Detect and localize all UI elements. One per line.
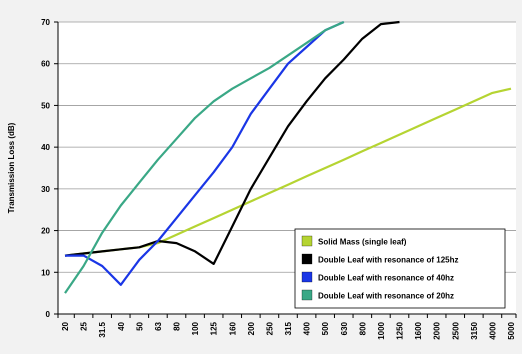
x-tick-label: 31.5 [98,321,107,337]
x-tick-label: 1000 [377,321,386,339]
y-tick-label: 40 [41,143,50,152]
y-tick-label: 0 [46,310,51,319]
x-tick-label: 250 [265,321,274,335]
x-tick-label: 800 [358,321,367,335]
x-tick-label: 200 [247,321,256,335]
series-lines [64,20,512,294]
x-tick-label: 125 [210,321,219,335]
x-tick-label: 5000 [507,321,516,339]
axes [57,22,516,315]
legend-swatch [301,235,313,247]
x-tick-label: 1250 [396,321,405,339]
y-tick-label: 60 [41,60,50,69]
series-line-4 [64,20,345,294]
y-tick-labels: 0 10 20 30 40 50 60 70 [41,18,58,319]
x-tick-label: 2500 [451,321,460,339]
y-tick-label: 20 [41,227,50,236]
x-tick-label: 4000 [488,321,497,339]
legend-label: Double Leaf with resonance of 40hz [318,274,454,283]
x-tick-label: 160 [228,321,237,335]
legend-label: Solid Mass (single leaf) [318,238,407,247]
y-axis-label: Transmission Loss (dB) [7,122,16,213]
legend-swatch [301,253,313,265]
series-line-2 [64,20,400,265]
x-tick-label: 3150 [470,321,479,339]
x-tick-label: 80 [173,321,182,330]
x-tick-label: 500 [321,321,330,335]
y-tick-label: 70 [41,18,50,27]
x-tick-label: 1600 [414,321,423,339]
x-tick-labels: 20 25 31.5 40 50 63 80 100 125 160 200 250 315 400 500… [57,314,517,340]
x-tick-label: 400 [303,321,312,335]
legend-swatch [301,271,313,283]
x-tick-label: 20 [61,321,70,330]
x-tick-label: 40 [117,321,126,330]
x-tick-label: 630 [340,321,349,335]
x-tick-label: 100 [191,321,200,335]
legend: Solid Mass (single leaf) Double Leaf with… [294,228,506,309]
legend-box [294,228,506,309]
y-tick-label: 10 [41,268,50,277]
legend-swatch [301,289,313,301]
y-tick-label: 50 [41,101,50,110]
x-tick-label: 315 [284,321,293,335]
y-tick-label: 30 [41,185,50,194]
x-tick-label: 63 [154,321,163,330]
legend-label: Double Leaf with resonance of 125hz [318,256,458,265]
x-tick-label: 25 [80,321,89,330]
series-line-3 [65,20,345,286]
x-tick-label: 50 [135,321,144,330]
x-tick-label: 2000 [433,321,442,339]
legend-label: Double Leaf with resonance of 20hz [318,292,454,301]
